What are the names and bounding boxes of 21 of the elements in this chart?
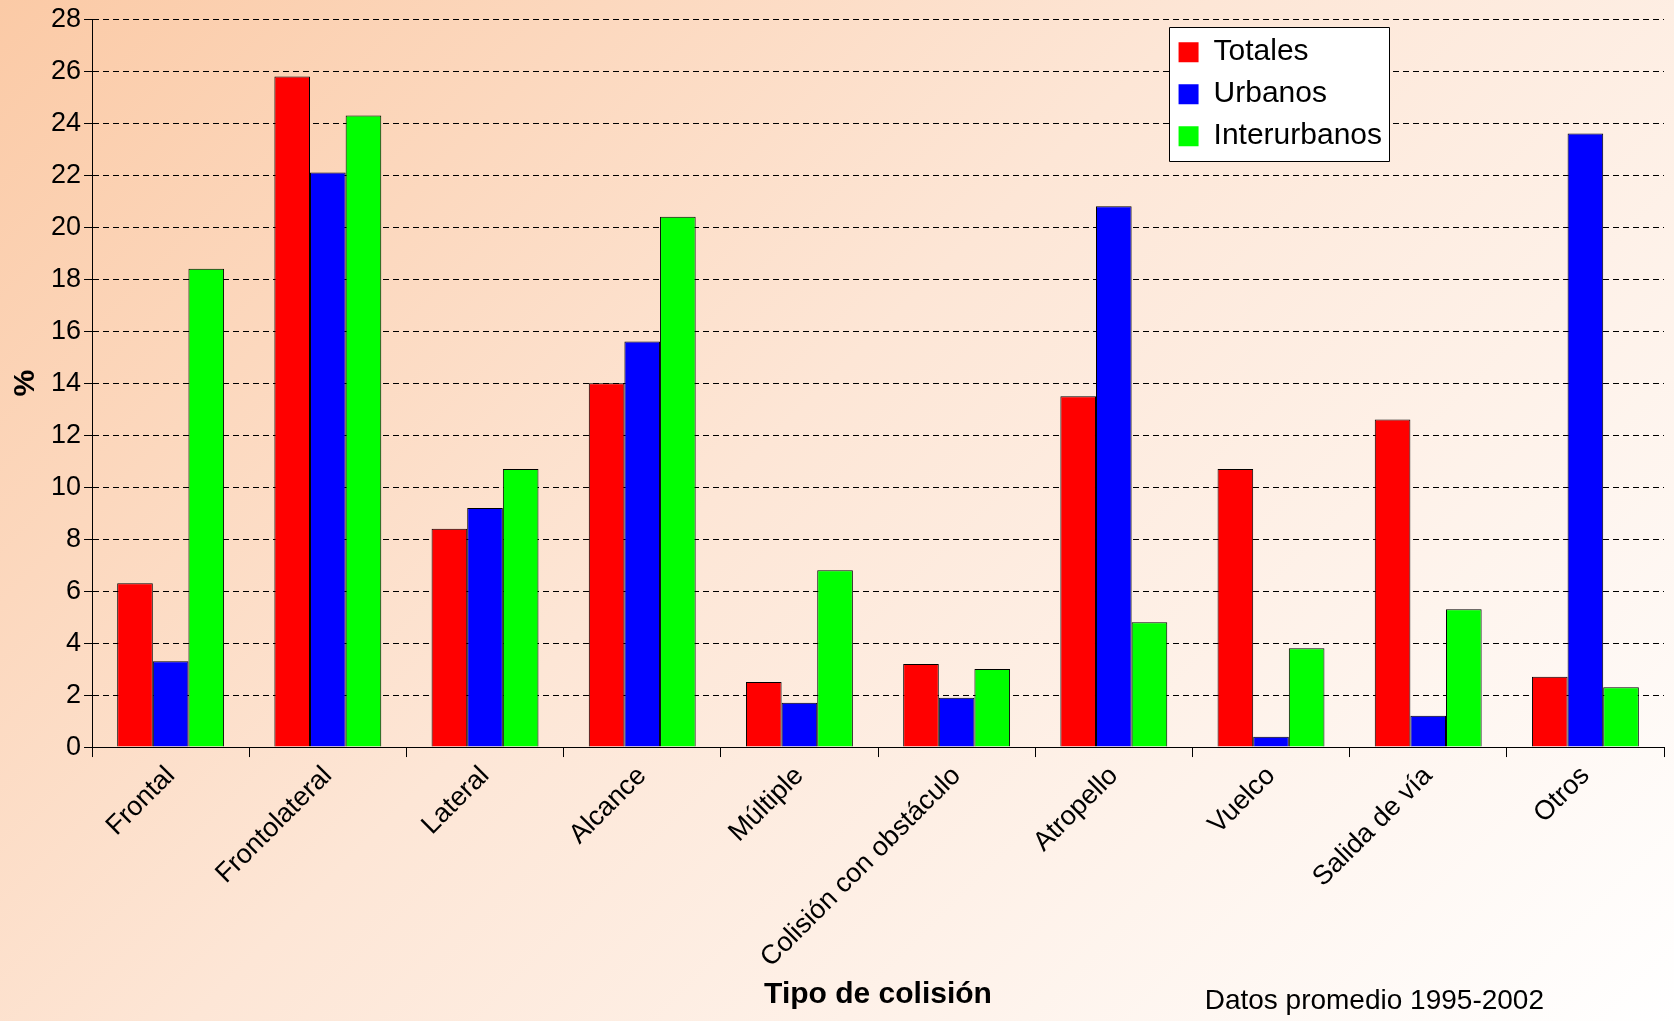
text: Datos promedio 1995-2002 [1204,983,1544,1015]
y-tick-label: 10 [50,470,82,501]
y-tick-label: 20 [50,210,82,241]
y-tick-label: 14 [50,366,82,397]
y-axis-title: % [7,369,41,397]
x-axis-title: Tipo de colisión [764,976,992,1010]
y-tick-label: 26 [50,54,82,85]
y-tick-label: 12 [50,418,82,449]
y-tick-label: 4 [66,626,82,657]
legend-label: Totales [1213,33,1309,67]
legend-label: Urbanos [1213,75,1327,109]
y-tick-label: 22 [50,158,82,189]
y-tick-label: 16 [50,314,82,345]
y-tick-label: 6 [66,574,82,605]
y-tick-label: 2 [66,678,82,709]
y-tick-label: 24 [50,106,82,137]
legend-label: Interurbanos [1213,117,1383,151]
y-tick-label: 0 [66,730,82,761]
y-tick-label: 18 [50,262,82,293]
y-tick-label: 8 [66,522,82,553]
y-tick-label: 28 [50,2,82,33]
